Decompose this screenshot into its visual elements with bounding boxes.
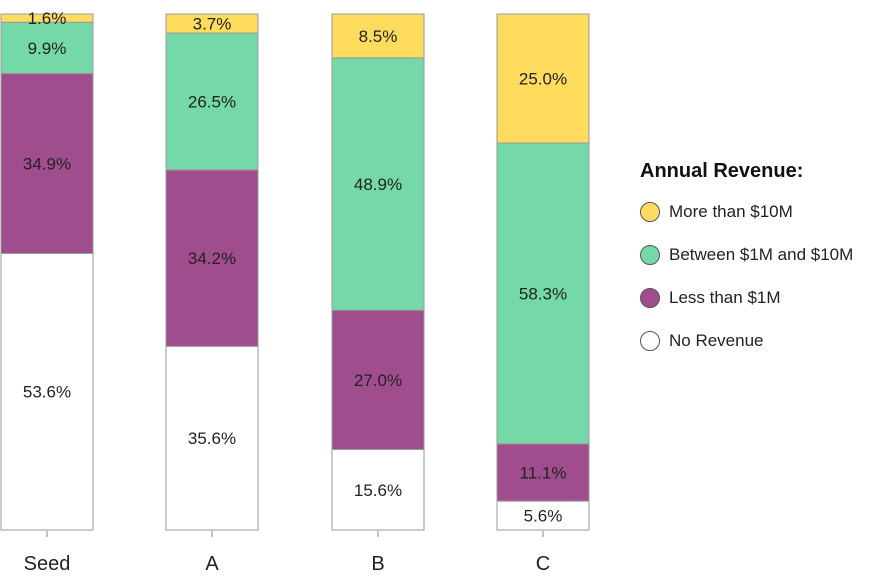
value-label-a-less-than-1m: 34.2% — [188, 249, 236, 268]
bar-segment-b-less-than-1m — [331, 309, 425, 451]
value-label-b-no-revenue: 15.6% — [354, 481, 402, 500]
bar-segment-c-no-revenue — [496, 500, 590, 531]
bar-segment-b-more-than-10m — [331, 13, 425, 59]
value-label-seed-between-1m-and-10m: 9.9% — [28, 39, 67, 58]
bar-segment-seed-more-than-10m — [0, 13, 94, 23]
x-tick-label-b: B — [371, 553, 384, 575]
bar-segment-a-more-than-10m — [165, 13, 259, 34]
x-tick-label-a: A — [205, 553, 219, 575]
value-label-seed-less-than-1m: 34.9% — [23, 154, 71, 173]
bar-segment-seed-no-revenue — [0, 252, 94, 531]
legend-label-no-revenue: No Revenue — [669, 331, 764, 350]
value-label-c-less-than-1m: 11.1% — [520, 463, 567, 482]
legend-item-more-than-10m: More than $10M — [640, 201, 853, 223]
value-label-a-between-1m-and-10m: 26.5% — [188, 92, 236, 111]
x-tick-label-c: C — [536, 553, 550, 575]
bar-segment-a-between-1m-and-10m — [165, 32, 259, 171]
value-label-c-more-than-10m: 25.0% — [519, 70, 567, 89]
legend-item-less-than-1m: Less than $1M — [640, 287, 853, 309]
x-tick-label-seed: Seed — [24, 553, 71, 575]
value-label-a-more-than-10m: 3.7% — [193, 15, 232, 34]
bar-segment-c-less-than-1m — [496, 443, 590, 502]
legend-item-between-1m-10m: Between $1M and $10M — [640, 244, 853, 266]
stacked-bar-chart: 53.6% 34.9% 9.9% 1.6% Seed 35.6% 34.2% 26.5% 3.7… — [0, 9, 590, 575]
value-label-seed-more-than-10m: 1.6% — [28, 9, 67, 28]
bar-segment-b-between-1m-and-10m — [331, 57, 425, 311]
bar-segment-a-less-than-1m — [165, 169, 259, 347]
value-label-b-between-1m-and-10m: 48.9% — [354, 175, 402, 194]
legend-title: Annual Revenue: — [640, 160, 804, 182]
legend: Annual Revenue: More than $10M Between $… — [640, 160, 853, 373]
legend-swatch-less-than-1m — [640, 288, 660, 308]
bar-segment-seed-less-than-1m — [0, 72, 94, 254]
legend-label-between-1m-10m: Between $1M and $10M — [669, 245, 854, 264]
legend-label-more-than-10m: More than $10M — [669, 202, 793, 221]
value-label-c-between-1m-and-10m: 58.3% — [519, 284, 567, 303]
bar-segment-c-more-than-10m — [496, 13, 590, 144]
legend-item-no-revenue: No Revenue — [640, 330, 853, 352]
value-label-b-more-than-10m: 8.5% — [359, 27, 398, 46]
legend-swatch-between-1m-10m — [640, 245, 660, 265]
value-label-c-no-revenue: 5.6% — [524, 507, 563, 526]
legend-label-less-than-1m: Less than $1M — [669, 288, 781, 307]
value-label-b-less-than-1m: 27.0% — [354, 371, 402, 390]
legend-swatch-no-revenue — [640, 331, 660, 351]
bar-segment-c-between-1m-and-10m — [496, 142, 590, 445]
value-label-a-no-revenue: 35.6% — [188, 429, 236, 448]
bar-segment-a-no-revenue — [165, 345, 259, 531]
legend-swatch-more-than-10m — [640, 202, 660, 222]
value-label-seed-no-revenue: 53.6% — [23, 383, 71, 402]
